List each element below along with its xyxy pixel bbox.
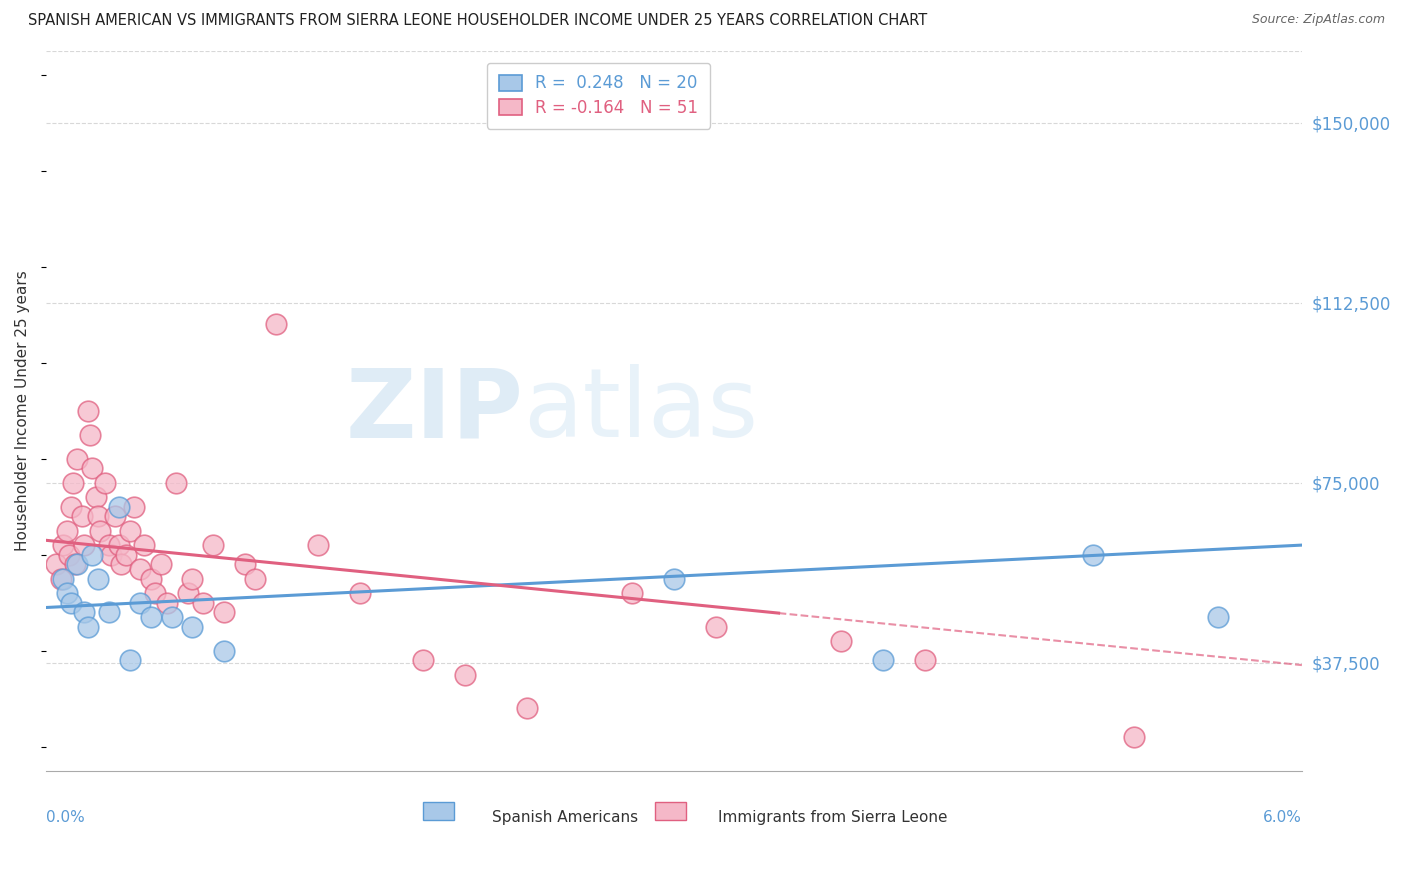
Point <box>76 620 98 634</box>
Point <box>65 558 87 572</box>
Point <box>58 548 80 562</box>
Legend: R =  0.248   N = 20, R = -0.164   N = 51: R = 0.248 N = 20, R = -0.164 N = 51 <box>486 62 710 128</box>
Point <box>122 500 145 514</box>
Text: 0.0%: 0.0% <box>46 810 84 825</box>
Point <box>76 403 98 417</box>
Point <box>264 318 287 332</box>
Point <box>87 572 110 586</box>
Point <box>160 610 183 624</box>
Point <box>349 586 371 600</box>
Point <box>516 701 538 715</box>
Point <box>245 572 267 586</box>
Point <box>118 524 141 538</box>
Point <box>114 548 136 562</box>
Point <box>177 586 200 600</box>
Point <box>704 620 727 634</box>
Point <box>143 586 166 600</box>
Point <box>87 509 110 524</box>
Text: 6.0%: 6.0% <box>1263 810 1302 825</box>
Point <box>56 586 79 600</box>
Point <box>453 667 475 681</box>
Point <box>56 524 79 538</box>
Point <box>1123 730 1146 744</box>
Point <box>104 509 127 524</box>
Text: Spanish Americans: Spanish Americans <box>492 810 638 825</box>
Point <box>80 461 103 475</box>
Point <box>872 653 894 667</box>
Point <box>212 605 235 619</box>
Point <box>72 605 94 619</box>
Point <box>139 610 162 624</box>
Text: atlas: atlas <box>523 364 758 458</box>
Point <box>60 596 83 610</box>
Point <box>621 586 644 600</box>
Point <box>412 653 434 667</box>
Point <box>129 562 152 576</box>
Point <box>66 558 89 572</box>
Point <box>45 558 67 572</box>
Point <box>1081 548 1104 562</box>
Point <box>52 538 75 552</box>
Point <box>52 572 75 586</box>
Point <box>108 538 131 552</box>
Point <box>100 548 122 562</box>
Point <box>662 572 685 586</box>
Point <box>89 524 111 538</box>
Point <box>110 558 132 572</box>
Point <box>97 605 120 619</box>
Point <box>80 548 103 562</box>
Point <box>49 572 72 586</box>
Point <box>60 500 83 514</box>
FancyBboxPatch shape <box>423 802 454 820</box>
Point <box>70 509 93 524</box>
Point <box>150 558 173 572</box>
Point <box>212 643 235 657</box>
Point <box>129 596 152 610</box>
Point <box>1206 610 1229 624</box>
Point <box>156 596 179 610</box>
Point <box>191 596 214 610</box>
Point <box>181 620 204 634</box>
Point <box>914 653 936 667</box>
Point <box>97 538 120 552</box>
Text: Immigrants from Sierra Leone: Immigrants from Sierra Leone <box>718 810 948 825</box>
Point <box>181 572 204 586</box>
Point <box>233 558 256 572</box>
Point <box>108 500 131 514</box>
Point <box>118 653 141 667</box>
Point <box>66 451 89 466</box>
Point <box>307 538 329 552</box>
Point <box>62 475 84 490</box>
Point <box>93 475 115 490</box>
Point <box>202 538 225 552</box>
Text: SPANISH AMERICAN VS IMMIGRANTS FROM SIERRA LEONE HOUSEHOLDER INCOME UNDER 25 YEA: SPANISH AMERICAN VS IMMIGRANTS FROM SIER… <box>28 13 928 29</box>
Point <box>830 634 852 648</box>
Text: Source: ZipAtlas.com: Source: ZipAtlas.com <box>1251 13 1385 27</box>
Text: ZIP: ZIP <box>346 364 523 458</box>
Point <box>134 538 156 552</box>
Point <box>72 538 94 552</box>
Point <box>79 427 101 442</box>
FancyBboxPatch shape <box>655 802 686 820</box>
Y-axis label: Householder Income Under 25 years: Householder Income Under 25 years <box>15 270 30 551</box>
Point <box>165 475 187 490</box>
Point <box>139 572 162 586</box>
Point <box>84 490 107 504</box>
